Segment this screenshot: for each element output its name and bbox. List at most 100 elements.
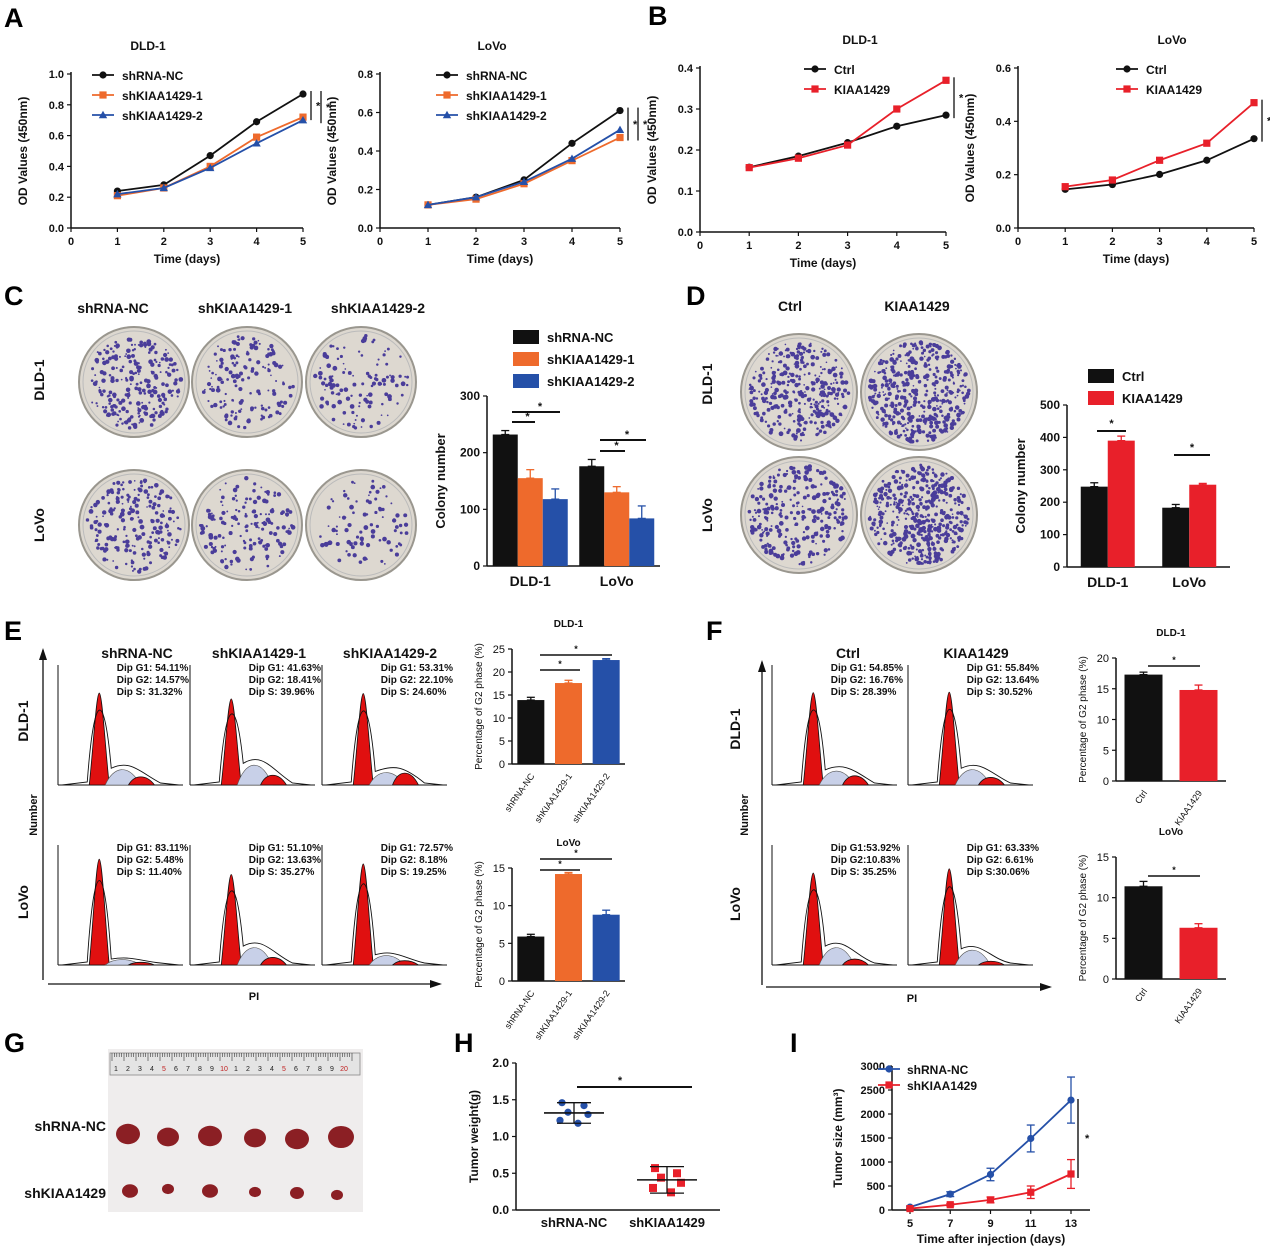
colony-dot <box>161 382 165 386</box>
colony-dot <box>957 371 961 375</box>
colony-dot <box>128 359 133 364</box>
colony-dot <box>903 539 906 542</box>
colony-dot <box>796 428 801 433</box>
y-tick-label: 300 <box>460 389 480 403</box>
colony-dot <box>369 523 374 527</box>
histogram-trace <box>911 708 1030 786</box>
colony-dot <box>814 400 818 404</box>
colony-dot <box>959 493 962 496</box>
colony-dot <box>256 360 261 365</box>
colony-dot <box>112 481 116 485</box>
colony-dot <box>956 390 960 394</box>
colony-dot <box>941 533 945 537</box>
colony-dot <box>803 402 806 405</box>
colony-dot <box>823 548 828 553</box>
data-point <box>1250 135 1258 143</box>
colony-dot <box>147 351 151 354</box>
x-tick-label: 5 <box>617 236 623 248</box>
colony-dot <box>404 375 407 378</box>
data-point <box>673 1169 681 1178</box>
data-point <box>667 1188 675 1197</box>
cycle-stat: Dip G2: 13.63% <box>249 855 321 866</box>
data-point <box>946 1190 954 1198</box>
g1-peak <box>802 872 824 966</box>
legend-label: shKIAA1429-2 <box>466 109 547 123</box>
colony-dot <box>802 351 806 354</box>
y-tick-label: 0.1 <box>678 186 693 198</box>
plate-rim <box>309 330 413 434</box>
colony-dot <box>343 387 349 392</box>
colony-dot <box>791 412 794 415</box>
colony-dot <box>875 410 879 414</box>
colony-dot <box>233 363 237 367</box>
colony-dot <box>360 418 366 423</box>
colony-dot <box>906 406 911 411</box>
colony-dot <box>146 383 151 389</box>
ruler-number: 9 <box>330 1066 334 1073</box>
colony-dot <box>232 487 238 493</box>
colony-dot <box>874 493 877 496</box>
colony-dot <box>255 524 259 529</box>
colony-dot <box>324 388 326 391</box>
legend-swatch <box>513 330 539 344</box>
y-tick-label: 5 <box>499 938 505 950</box>
colony-dot <box>278 555 281 558</box>
colony-dot <box>797 409 801 413</box>
colony-dot <box>938 499 941 502</box>
colony-dot <box>891 531 897 537</box>
g1-peak <box>938 868 960 966</box>
colony-dot <box>796 491 800 495</box>
colony-dot <box>895 372 900 377</box>
colony-dot <box>378 507 383 512</box>
y-tick-label: 15 <box>493 690 505 702</box>
ruler-number: 6 <box>294 1066 298 1073</box>
colony-dot <box>132 499 137 505</box>
colony-dot <box>778 488 783 493</box>
colony-dot <box>937 536 942 540</box>
colony-dot <box>136 368 141 373</box>
colony-dot <box>360 426 363 428</box>
x-tick-label: shKIAA1429-1 <box>533 771 574 824</box>
colony-dot <box>128 549 132 553</box>
colony-dot <box>950 354 953 357</box>
data-point <box>677 1178 685 1187</box>
colony-dot <box>904 423 907 426</box>
colony-dot <box>803 384 806 386</box>
colony-dot <box>924 554 927 557</box>
colony-dot <box>380 414 383 417</box>
colony-dot <box>364 333 368 338</box>
column-label: Ctrl <box>836 645 860 661</box>
colony-dot <box>884 421 889 426</box>
colony-dot <box>139 524 145 530</box>
colony-dot <box>779 555 785 561</box>
bar <box>517 700 545 764</box>
data-point <box>893 122 901 130</box>
legend-label: shRNA-NC <box>466 69 528 83</box>
colony-dot <box>757 488 760 490</box>
colony-dot <box>964 385 967 389</box>
colony-dot <box>933 473 937 477</box>
colony-dot <box>265 354 270 359</box>
colony-dot <box>927 465 931 470</box>
colony-dot <box>117 420 119 423</box>
panel-letter-d: D <box>686 281 706 311</box>
colony-dot <box>820 420 824 425</box>
colony-dot <box>385 362 389 366</box>
colony-dot <box>777 415 782 419</box>
x-tick-label: 13 <box>1065 1218 1077 1230</box>
colony-dot <box>882 359 885 363</box>
colony-dot <box>256 495 261 500</box>
colony-dot <box>371 479 375 483</box>
ruler-number: 7 <box>306 1066 310 1073</box>
colony-dot <box>795 501 799 505</box>
y-tick-label: 0 <box>1103 776 1109 788</box>
y-axis-label: OD Values (450nm) <box>325 97 339 206</box>
colony-dot <box>923 383 928 388</box>
data-point <box>298 116 308 124</box>
colony-dot <box>119 417 122 421</box>
colony-dot <box>839 371 844 376</box>
colony-dot <box>371 340 375 344</box>
tumor <box>285 1128 309 1150</box>
colony-dot <box>814 374 817 377</box>
